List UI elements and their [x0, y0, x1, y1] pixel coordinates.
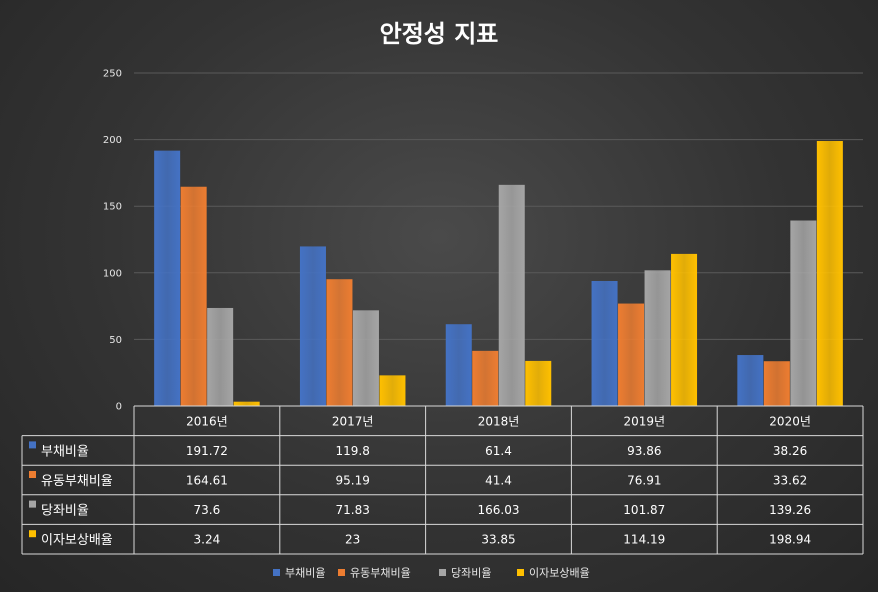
x-tick-label: 2019년	[624, 414, 666, 428]
bar-1-5	[737, 355, 764, 406]
data-label: 73.6	[194, 503, 221, 517]
data-label: 139.26	[769, 503, 811, 517]
legend-label: 당좌비율	[451, 567, 491, 580]
bar-2-1	[180, 186, 207, 406]
table-legend-key	[29, 471, 36, 478]
bar-4-5	[816, 141, 843, 407]
y-tick-label: 150	[103, 202, 122, 213]
table-legend-key	[29, 500, 36, 508]
legend-label: 부채비율	[285, 567, 325, 580]
table-row-label: 이자보상배율	[41, 533, 113, 548]
bar-4-2	[379, 375, 406, 406]
bar-3-1	[207, 307, 234, 406]
bar-4-3	[525, 360, 552, 406]
bar-1-2	[299, 246, 326, 406]
data-label: 198.94	[769, 533, 811, 547]
legend-key	[338, 569, 345, 576]
legend-key	[439, 569, 446, 576]
bar-3-2	[352, 310, 379, 406]
bar-1-1	[154, 150, 181, 406]
data-label: 76.91	[627, 474, 661, 488]
y-tick-label: 50	[109, 335, 122, 346]
chart-title: 안정성 지표	[379, 20, 499, 48]
table-legend-key	[29, 441, 36, 449]
bar-1-4	[591, 280, 618, 406]
data-label: 38.26	[773, 444, 807, 458]
bar-3-5	[790, 220, 817, 406]
data-label: 61.4	[485, 444, 512, 458]
bar-1-3	[445, 324, 472, 406]
data-label: 41.4	[485, 474, 512, 488]
y-axis-ticks: 0 50 100 150 200 250	[103, 69, 122, 413]
data-label: 23	[345, 533, 360, 547]
bars	[154, 141, 843, 407]
data-label: 33.85	[481, 533, 515, 547]
data-label: 3.24	[194, 533, 221, 547]
y-tick-label: 0	[116, 402, 122, 413]
legend: 부채비율 유동부채비율 당좌비율 이자보상배율	[273, 567, 590, 580]
table-row-label: 유동부채비율	[41, 474, 113, 489]
bar-4-4	[671, 253, 698, 406]
data-label: 166.03	[478, 503, 520, 517]
bar-2-2	[326, 279, 353, 406]
bar-2-5	[763, 361, 790, 406]
x-tick-label: 2020년	[769, 414, 811, 428]
y-tick-label: 200	[103, 135, 122, 146]
x-tick-label: 2017년	[332, 414, 374, 428]
table-row-label: 당좌비율	[41, 504, 89, 519]
data-label: 33.62	[773, 474, 807, 488]
data-label: 95.19	[336, 474, 370, 488]
bar-3-3	[498, 184, 525, 406]
x-tick-label: 2016년	[186, 414, 228, 428]
x-tick-label: 2018년	[478, 414, 520, 428]
legend-key	[273, 569, 280, 576]
bar-2-3	[472, 350, 499, 406]
data-label: 93.86	[627, 444, 661, 458]
bar-3-4	[644, 270, 671, 406]
legend-label: 유동부채비율	[350, 567, 411, 580]
data-label: 191.72	[186, 444, 228, 458]
data-label: 119.8	[336, 444, 370, 458]
y-tick-label: 100	[103, 268, 122, 279]
data-label: 101.87	[623, 503, 665, 517]
bar-2-4	[618, 303, 645, 406]
bar-4-1	[233, 401, 260, 406]
legend-key	[517, 569, 524, 576]
y-tick-label: 250	[103, 69, 122, 80]
data-label: 71.83	[336, 503, 370, 517]
data-label: 164.61	[186, 474, 228, 488]
gridlines	[134, 72, 863, 340]
data-label: 114.19	[623, 533, 665, 547]
table-row-label: 부채비율	[41, 444, 89, 459]
table-legend-key	[29, 530, 36, 538]
legend-label: 이자보상배율	[529, 567, 590, 580]
